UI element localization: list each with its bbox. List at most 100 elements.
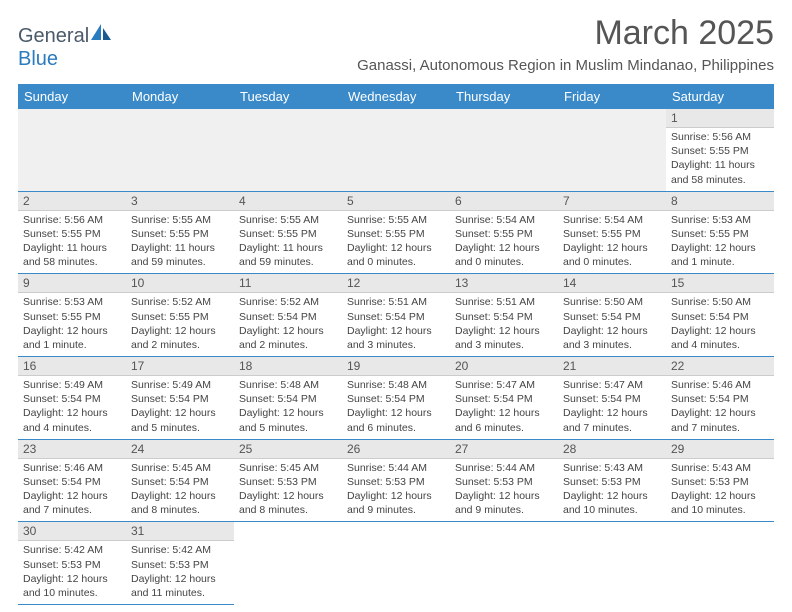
empty-cell: [234, 109, 342, 191]
day-number: 3: [126, 192, 234, 211]
sunrise-text: Sunrise: 5:47 AM: [563, 378, 661, 392]
sunrise-text: Sunrise: 5:42 AM: [23, 543, 121, 557]
month-title: March 2025: [357, 14, 774, 53]
day-cell: 14Sunrise: 5:50 AMSunset: 5:54 PMDayligh…: [558, 274, 666, 357]
calendar-week-row: 16Sunrise: 5:49 AMSunset: 5:54 PMDayligh…: [18, 357, 774, 440]
day-details: Sunrise: 5:46 AMSunset: 5:54 PMDaylight:…: [18, 459, 126, 522]
sunrise-text: Sunrise: 5:54 AM: [455, 213, 553, 227]
day-cell: 8Sunrise: 5:53 AMSunset: 5:55 PMDaylight…: [666, 191, 774, 274]
day-cell: 26Sunrise: 5:44 AMSunset: 5:53 PMDayligh…: [342, 439, 450, 522]
sunrise-text: Sunrise: 5:56 AM: [23, 213, 121, 227]
daylight-text: Daylight: 12 hours and 9 minutes.: [455, 489, 553, 517]
day-details: Sunrise: 5:54 AMSunset: 5:55 PMDaylight:…: [450, 211, 558, 274]
day-details: Sunrise: 5:54 AMSunset: 5:55 PMDaylight:…: [558, 211, 666, 274]
day-details: Sunrise: 5:43 AMSunset: 5:53 PMDaylight:…: [666, 459, 774, 522]
day-details: Sunrise: 5:47 AMSunset: 5:54 PMDaylight:…: [450, 376, 558, 439]
day-number: 7: [558, 192, 666, 211]
day-cell: 3Sunrise: 5:55 AMSunset: 5:55 PMDaylight…: [126, 191, 234, 274]
day-details: Sunrise: 5:47 AMSunset: 5:54 PMDaylight:…: [558, 376, 666, 439]
sunrise-text: Sunrise: 5:46 AM: [671, 378, 769, 392]
day-number: 12: [342, 274, 450, 293]
sunset-text: Sunset: 5:54 PM: [23, 392, 121, 406]
day-cell: 12Sunrise: 5:51 AMSunset: 5:54 PMDayligh…: [342, 274, 450, 357]
day-cell: 4Sunrise: 5:55 AMSunset: 5:55 PMDaylight…: [234, 191, 342, 274]
sunset-text: Sunset: 5:53 PM: [239, 475, 337, 489]
day-cell: 31Sunrise: 5:42 AMSunset: 5:53 PMDayligh…: [126, 522, 234, 605]
day-details: Sunrise: 5:55 AMSunset: 5:55 PMDaylight:…: [234, 211, 342, 274]
brand-part2: Blue: [18, 48, 58, 70]
sunrise-text: Sunrise: 5:53 AM: [23, 295, 121, 309]
daylight-text: Daylight: 12 hours and 7 minutes.: [563, 406, 661, 434]
sunrise-text: Sunrise: 5:43 AM: [671, 461, 769, 475]
sunset-text: Sunset: 5:55 PM: [131, 310, 229, 324]
weekday-header-row: SundayMondayTuesdayWednesdayThursdayFrid…: [18, 84, 774, 109]
sunset-text: Sunset: 5:55 PM: [23, 227, 121, 241]
day-number: 23: [18, 440, 126, 459]
sunset-text: Sunset: 5:53 PM: [671, 475, 769, 489]
sunset-text: Sunset: 5:54 PM: [671, 392, 769, 406]
day-number: 16: [18, 357, 126, 376]
sunrise-text: Sunrise: 5:54 AM: [563, 213, 661, 227]
sunrise-text: Sunrise: 5:55 AM: [239, 213, 337, 227]
daylight-text: Daylight: 12 hours and 1 minute.: [23, 324, 121, 352]
sunset-text: Sunset: 5:55 PM: [347, 227, 445, 241]
sunset-text: Sunset: 5:53 PM: [347, 475, 445, 489]
daylight-text: Daylight: 12 hours and 7 minutes.: [671, 406, 769, 434]
weekday-header: Tuesday: [234, 84, 342, 109]
day-number: 5: [342, 192, 450, 211]
sunrise-text: Sunrise: 5:51 AM: [347, 295, 445, 309]
daylight-text: Daylight: 12 hours and 3 minutes.: [455, 324, 553, 352]
daylight-text: Daylight: 11 hours and 58 minutes.: [23, 241, 121, 269]
day-number: 4: [234, 192, 342, 211]
sunset-text: Sunset: 5:54 PM: [455, 310, 553, 324]
day-cell: 28Sunrise: 5:43 AMSunset: 5:53 PMDayligh…: [558, 439, 666, 522]
day-number: 13: [450, 274, 558, 293]
sail-icon: [89, 22, 115, 48]
weekday-header: Friday: [558, 84, 666, 109]
sunrise-text: Sunrise: 5:55 AM: [131, 213, 229, 227]
sunrise-text: Sunrise: 5:50 AM: [671, 295, 769, 309]
day-details: Sunrise: 5:46 AMSunset: 5:54 PMDaylight:…: [666, 376, 774, 439]
day-number: 25: [234, 440, 342, 459]
day-number: 9: [18, 274, 126, 293]
sunrise-text: Sunrise: 5:52 AM: [239, 295, 337, 309]
weekday-header: Sunday: [18, 84, 126, 109]
sunset-text: Sunset: 5:55 PM: [455, 227, 553, 241]
day-number: 1: [666, 109, 774, 128]
sunset-text: Sunset: 5:54 PM: [239, 310, 337, 324]
daylight-text: Daylight: 12 hours and 9 minutes.: [347, 489, 445, 517]
sunset-text: Sunset: 5:53 PM: [23, 558, 121, 572]
sunrise-text: Sunrise: 5:44 AM: [347, 461, 445, 475]
day-cell: 9Sunrise: 5:53 AMSunset: 5:55 PMDaylight…: [18, 274, 126, 357]
day-number: 31: [126, 522, 234, 541]
sunrise-text: Sunrise: 5:48 AM: [239, 378, 337, 392]
daylight-text: Daylight: 12 hours and 1 minute.: [671, 241, 769, 269]
calendar-week-row: 1Sunrise: 5:56 AMSunset: 5:55 PMDaylight…: [18, 109, 774, 191]
day-number: 26: [342, 440, 450, 459]
day-details: Sunrise: 5:44 AMSunset: 5:53 PMDaylight:…: [342, 459, 450, 522]
day-details: Sunrise: 5:51 AMSunset: 5:54 PMDaylight:…: [342, 293, 450, 356]
sunrise-text: Sunrise: 5:44 AM: [455, 461, 553, 475]
daylight-text: Daylight: 12 hours and 4 minutes.: [23, 406, 121, 434]
sunset-text: Sunset: 5:55 PM: [563, 227, 661, 241]
day-cell: 6Sunrise: 5:54 AMSunset: 5:55 PMDaylight…: [450, 191, 558, 274]
calendar-week-row: 2Sunrise: 5:56 AMSunset: 5:55 PMDaylight…: [18, 191, 774, 274]
sunset-text: Sunset: 5:55 PM: [671, 227, 769, 241]
daylight-text: Daylight: 12 hours and 10 minutes.: [563, 489, 661, 517]
weekday-header: Thursday: [450, 84, 558, 109]
daylight-text: Daylight: 11 hours and 58 minutes.: [671, 158, 769, 186]
day-number: 11: [234, 274, 342, 293]
title-block: March 2025 Ganassi, Autonomous Region in…: [357, 14, 774, 74]
sunrise-text: Sunrise: 5:50 AM: [563, 295, 661, 309]
day-cell: 19Sunrise: 5:48 AMSunset: 5:54 PMDayligh…: [342, 357, 450, 440]
day-details: Sunrise: 5:49 AMSunset: 5:54 PMDaylight:…: [126, 376, 234, 439]
sunset-text: Sunset: 5:54 PM: [671, 310, 769, 324]
day-details: Sunrise: 5:42 AMSunset: 5:53 PMDaylight:…: [18, 541, 126, 604]
daylight-text: Daylight: 12 hours and 11 minutes.: [131, 572, 229, 600]
sunrise-text: Sunrise: 5:53 AM: [671, 213, 769, 227]
daylight-text: Daylight: 12 hours and 0 minutes.: [563, 241, 661, 269]
brand-text: GeneralBlue: [18, 22, 115, 71]
day-number: 22: [666, 357, 774, 376]
sunset-text: Sunset: 5:55 PM: [239, 227, 337, 241]
day-cell: 24Sunrise: 5:45 AMSunset: 5:54 PMDayligh…: [126, 439, 234, 522]
